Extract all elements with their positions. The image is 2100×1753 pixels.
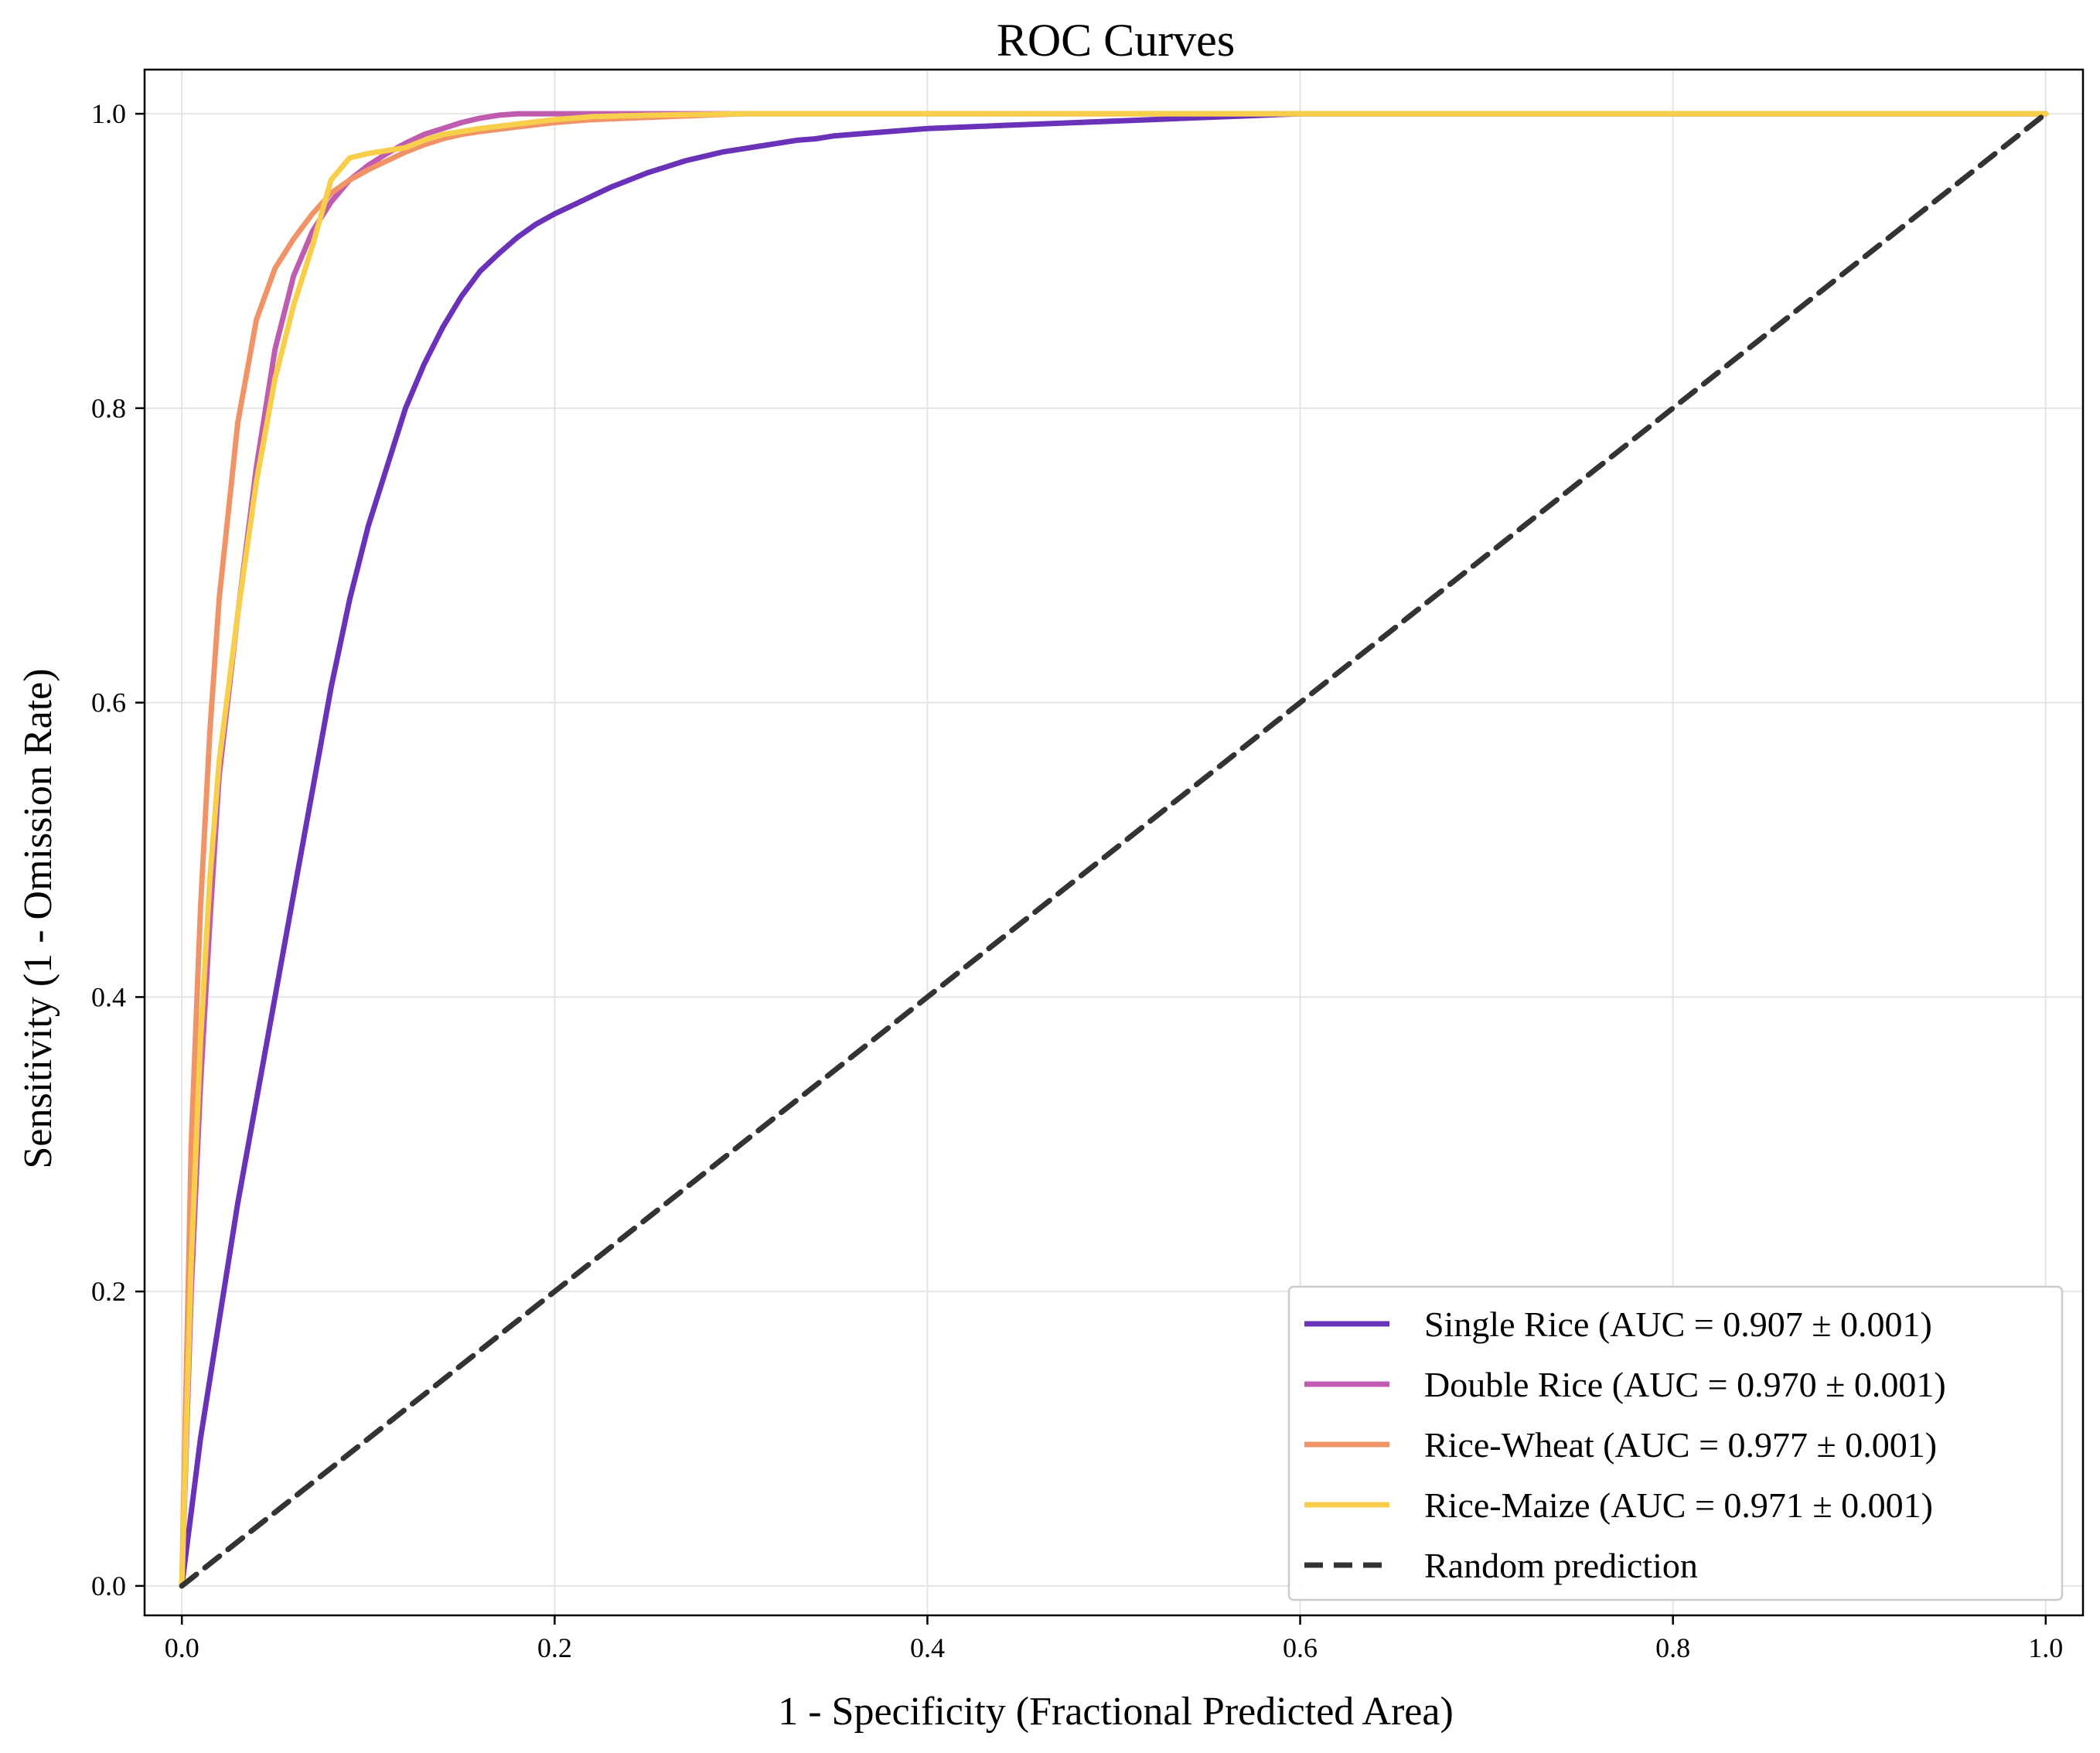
x-axis-title: 1 - Specificity (Fractional Predicted Ar… <box>778 1690 1454 1734</box>
y-tick-label-4: 0.8 <box>91 393 126 424</box>
y-tick-label-1: 0.2 <box>91 1276 126 1307</box>
x-tick-label-1: 0.2 <box>537 1632 572 1663</box>
legend-box <box>1287 1285 2064 1601</box>
legend-label-3: Rice-Maize (AUC = 0.971 ± 0.001) <box>1424 1485 1933 1525</box>
series-line-4 <box>179 111 2049 1589</box>
legend: Single Rice (AUC = 0.907 ± 0.001) Double … <box>1287 1285 2064 1601</box>
legend-label-2: Rice-Wheat (AUC = 0.977 ± 0.001) <box>1424 1425 1937 1465</box>
x-tick-label-0: 0.0 <box>165 1632 199 1663</box>
y-tick-label-3: 0.6 <box>91 687 126 718</box>
grid-lines <box>145 70 2083 1615</box>
y-axis-title: Sensitivity (1 - Omission Rate) <box>16 668 60 1168</box>
series-layer <box>179 111 2049 1589</box>
y-tick-label-0: 0.0 <box>91 1571 126 1601</box>
x-tick-label-2: 0.4 <box>910 1632 945 1663</box>
legend-label-0: Single Rice (AUC = 0.907 ± 0.001) <box>1424 1305 1932 1344</box>
x-tick-label-5: 1.0 <box>2028 1632 2063 1663</box>
series-line-0 <box>179 111 2049 1589</box>
x-tick-label-4: 0.8 <box>1655 1632 1690 1663</box>
y-tick-label-2: 0.4 <box>91 981 126 1012</box>
x-ticks: 0.0 0.2 0.4 0.6 0.8 1.0 <box>165 1615 2063 1663</box>
x-tick-label-3: 0.6 <box>1283 1632 1318 1663</box>
series-line-3 <box>179 111 2049 1589</box>
chart-title: ROC Curves <box>997 15 1235 66</box>
y-tick-label-5: 1.0 <box>91 98 126 129</box>
plot-frame <box>143 68 2085 1617</box>
legend-label-1: Double Rice (AUC = 0.970 ± 0.001) <box>1424 1365 1946 1404</box>
y-ticks: 0.0 0.2 0.4 0.6 0.8 1.0 <box>91 98 145 1601</box>
legend-label-4: Random prediction <box>1424 1546 1698 1585</box>
